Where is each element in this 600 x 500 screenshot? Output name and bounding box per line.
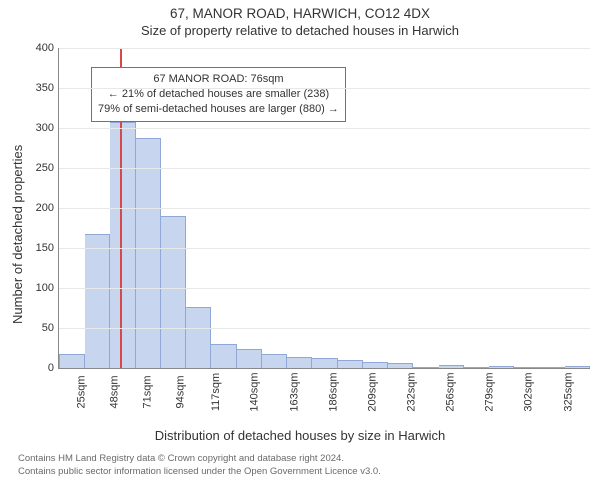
y-tick: 250 [36,162,54,174]
annotation-box: 67 MANOR ROAD: 76sqm← 21% of detached ho… [91,67,346,122]
chart-container: 67, MANOR ROAD, HARWICH, CO12 4DX Size o… [0,0,600,500]
histogram-bar [186,307,211,368]
y-tick: 300 [36,122,54,134]
footer-line-2: Contains public sector information licen… [18,466,590,479]
histogram-bar [59,354,85,368]
plot-area: 67 MANOR ROAD: 76sqm← 21% of detached ho… [58,48,590,369]
annotation-line: 67 MANOR ROAD: 76sqm [98,72,339,87]
y-tick: 150 [36,242,54,254]
annotation-line: ← 21% of detached houses are smaller (23… [98,87,339,102]
annotation-line: 79% of semi-detached houses are larger (… [98,102,339,117]
histogram-bar [287,357,312,368]
histogram-bar [110,122,135,368]
histogram-bar [85,234,110,368]
chart-area: Number of detached properties 0 50 100 150 2… [10,44,590,424]
grid-line [59,328,590,329]
y-axis-label: Number of detached properties [10,44,28,424]
grid-line [59,248,590,249]
histogram-bar [136,138,161,368]
histogram-bar [262,354,287,368]
y-tick: 400 [36,42,54,54]
footer-line-1: Contains HM Land Registry data © Crown c… [18,453,590,466]
footer-attribution: Contains HM Land Registry data © Crown c… [10,453,590,479]
chart-subtitle: Size of property relative to detached ho… [10,21,590,38]
histogram-bar [338,360,363,368]
histogram-bar [161,216,186,368]
x-axis-label: Distribution of detached houses by size … [10,428,590,443]
y-tick: 100 [36,282,54,294]
grid-line [59,128,590,129]
y-tick: 50 [42,322,54,334]
grid-line [59,208,590,209]
grid-line [59,288,590,289]
histogram-bar [211,344,236,368]
y-axis: 0 50 100 150 200 250 300 350 400 [28,44,58,424]
page-title: 67, MANOR ROAD, HARWICH, CO12 4DX [10,4,590,21]
x-tick: 325sqm [562,372,600,411]
histogram-bar [237,349,262,368]
y-tick: 350 [36,82,54,94]
y-tick: 0 [48,362,54,374]
grid-line [59,88,590,89]
grid-line [59,168,590,169]
x-axis: 25sqm48sqm71sqm94sqm117sqm140sqm163sqm18… [59,368,590,422]
y-tick: 200 [36,202,54,214]
histogram-bar [312,358,337,368]
grid-line [59,48,590,49]
